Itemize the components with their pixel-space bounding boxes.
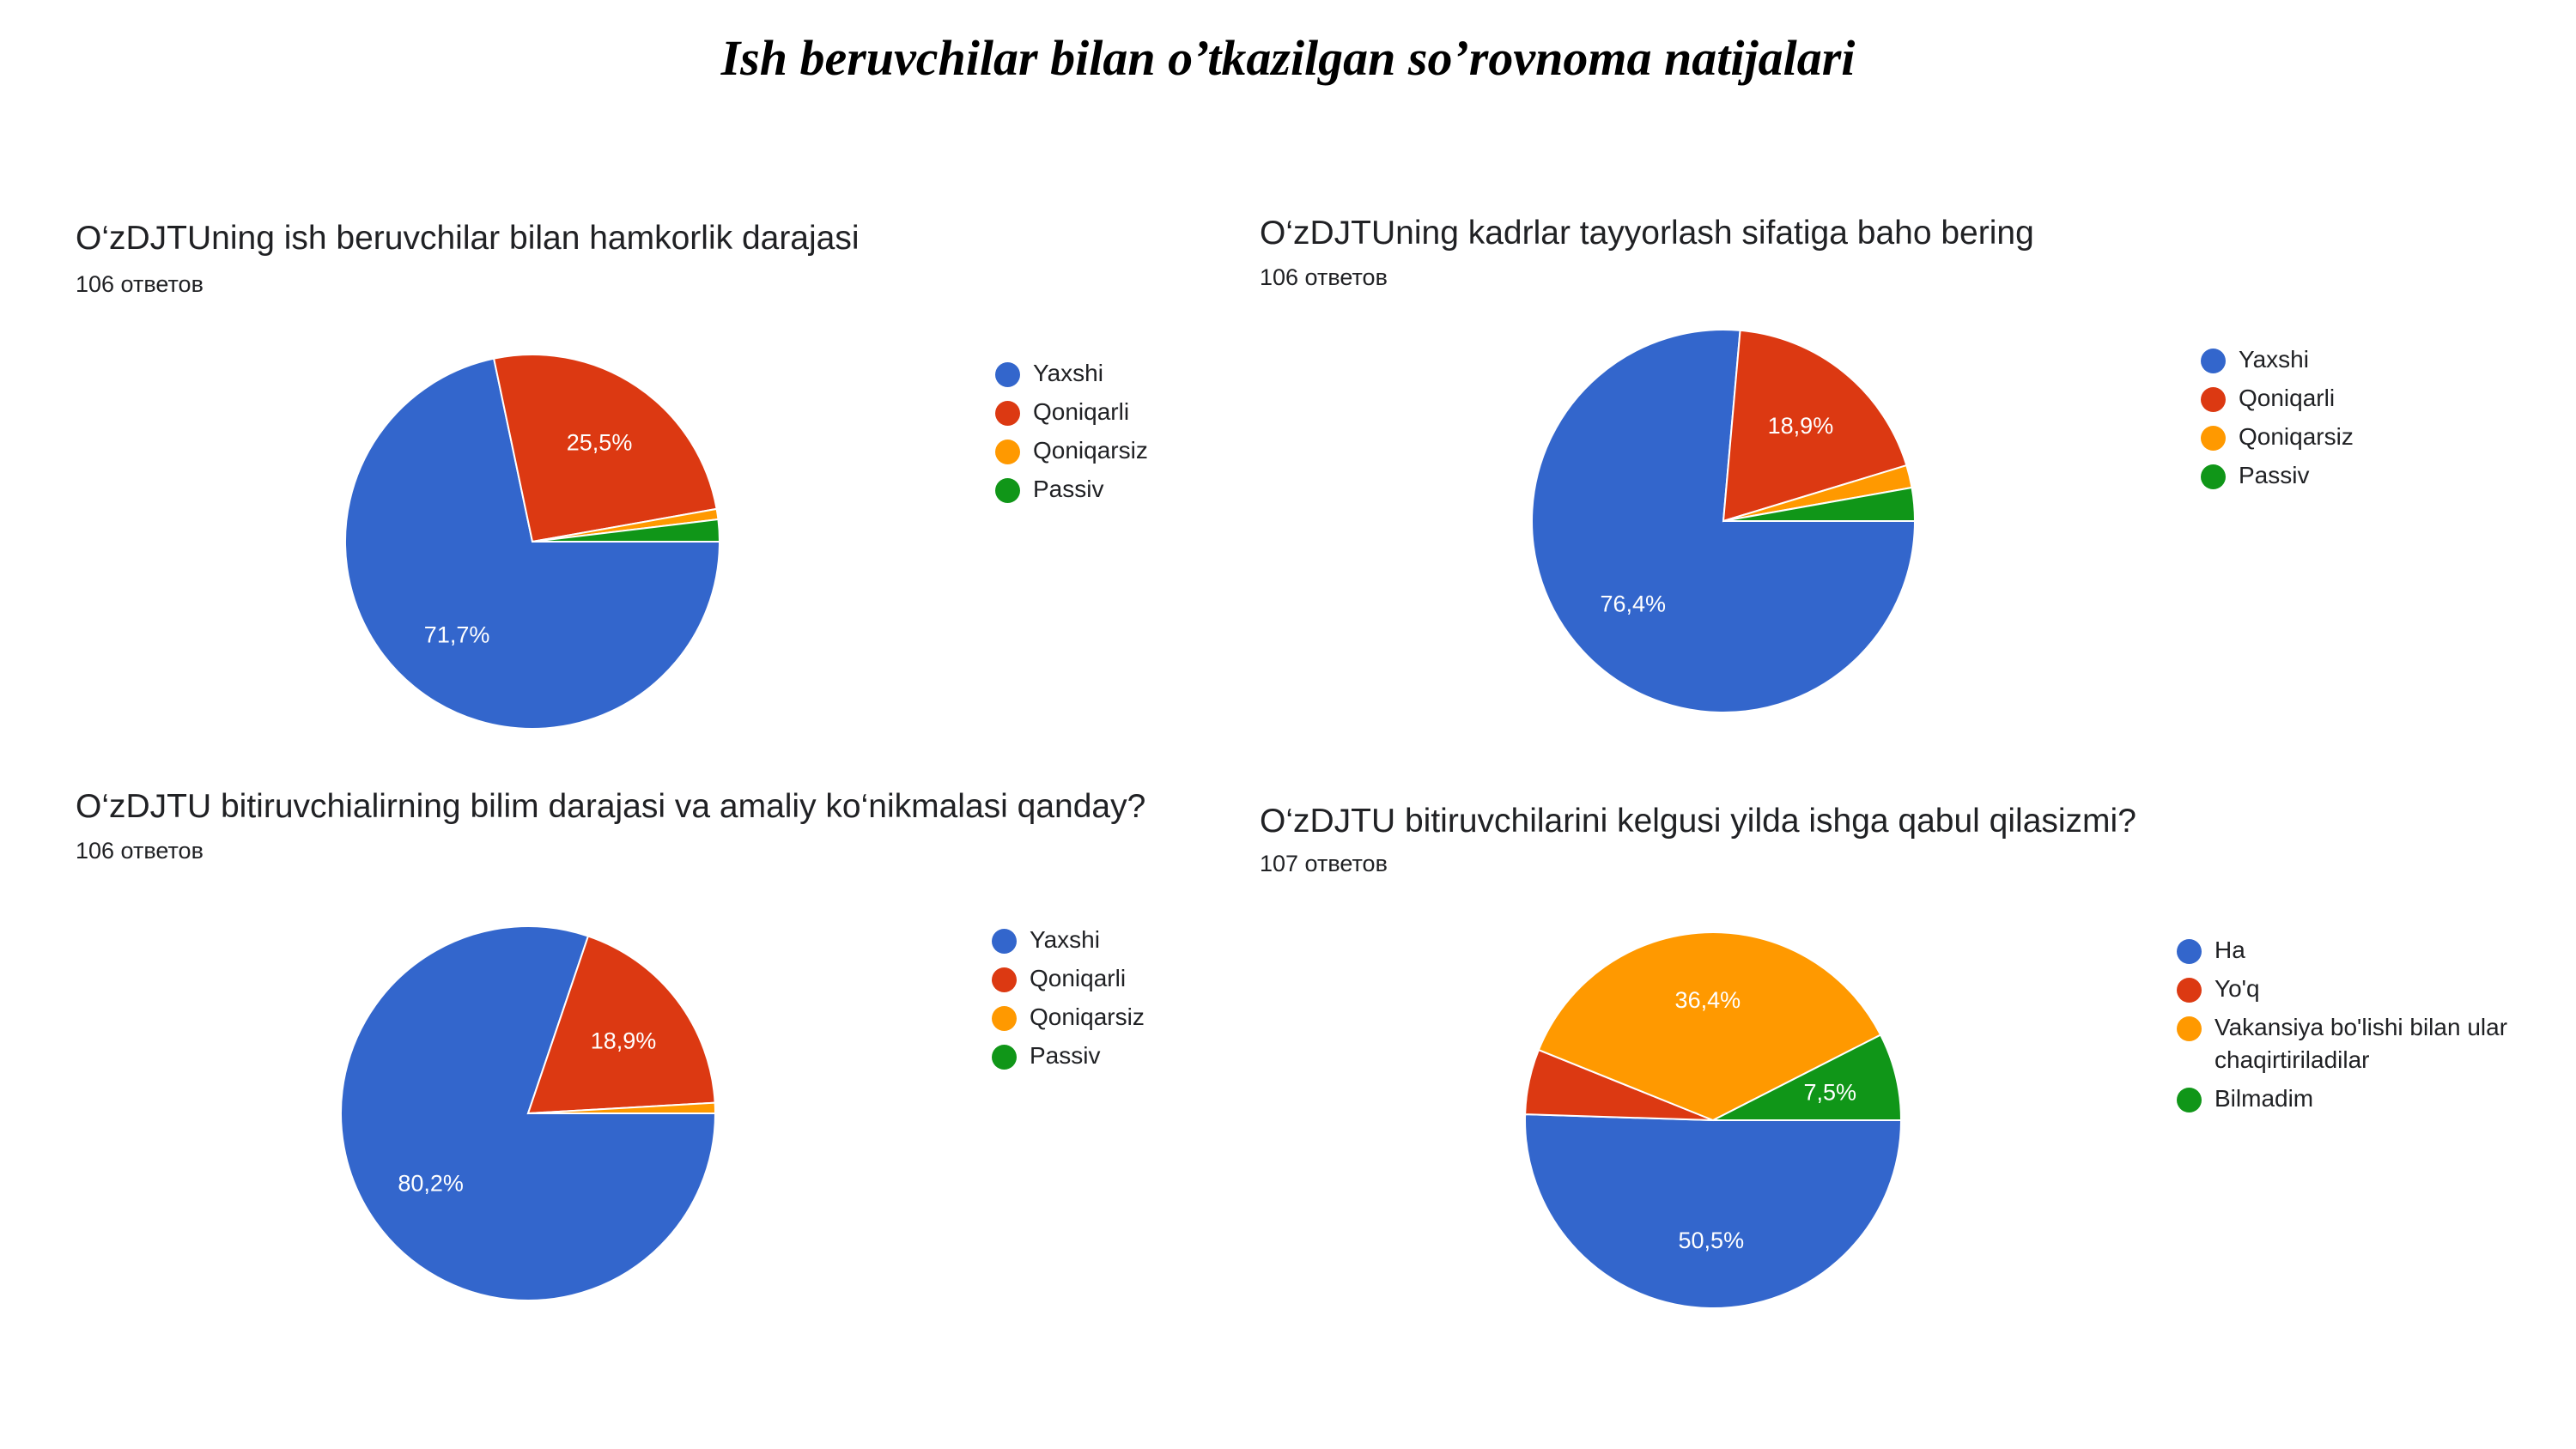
legend-swatch	[995, 401, 1020, 426]
legend-swatch	[2177, 1088, 2202, 1113]
legend-swatch	[2201, 387, 2226, 412]
pie-chart: 71,7% 25,5%	[344, 354, 721, 730]
legend-label: Yaxshi	[1030, 926, 1100, 953]
pie-slice-qoniqarsiz	[527, 1101, 717, 1114]
slice-data-label: 71,7%	[424, 621, 490, 647]
chart-panel-hiring-intent: O‘zDJTU bitiruvchilarini kelgusi yilda i…	[1260, 803, 2565, 1335]
chart-panel-cooperation: O‘zDJTUning ish beruvchilar bilan hamkor…	[76, 220, 1192, 752]
legend-label: Ha	[2215, 937, 2245, 963]
legend-swatch	[2201, 426, 2226, 451]
slice-data-label: 18,9%	[591, 1028, 657, 1054]
legend-swatch	[2177, 1016, 2202, 1041]
pie-slice-bilmadim	[1712, 1034, 1903, 1121]
pie-slice-qoniqarli	[526, 935, 716, 1115]
legend-label: Passiv	[1033, 476, 1104, 502]
legend-label: Passiv	[2239, 462, 2310, 488]
main-title: Ish beruvchilar bilan o’tkazilgan so’rov…	[720, 30, 1856, 86]
chart-title: O‘zDJTU bitiruvchialirning bilim darajas…	[76, 788, 1146, 825]
pie-chart: 80,2% 18,9%	[340, 925, 717, 1301]
legend-swatch	[992, 967, 1017, 992]
response-count: 106 ответов	[76, 838, 204, 864]
legend-swatch	[995, 478, 1020, 503]
legend-swatch	[2201, 349, 2226, 373]
legend-label: Qoniqarsiz	[1030, 1003, 1145, 1030]
pie-slice-passiv	[1722, 486, 1917, 522]
slice-data-label: 25,5%	[567, 429, 633, 455]
pie-slice-vakansiya-bo-lishi-bilan-ular-chaqirtiriladilar	[1537, 931, 1882, 1122]
legend-label: Qoniqarsiz	[2239, 423, 2354, 450]
legend-label: Qoniqarli	[1033, 398, 1130, 425]
response-count: 106 ответов	[76, 271, 204, 297]
pie-slice-passiv	[532, 518, 721, 543]
pie-chart: 76,4% 18,9%	[1531, 329, 1917, 713]
legend-swatch	[2177, 978, 2202, 1003]
chart-title: O‘zDJTU bitiruvchilarini kelgusi yilda i…	[1260, 803, 2136, 840]
legend-swatch	[992, 1045, 1017, 1070]
chart-panel-graduate-skills: O‘zDJTU bitiruvchialirning bilim darajas…	[76, 788, 1278, 1320]
chart-title: O‘zDJTUning ish beruvchilar bilan hamkor…	[76, 220, 860, 257]
legend-swatch	[995, 440, 1020, 464]
legend-swatch	[992, 1006, 1017, 1031]
legend-label: Qoniqarli	[1030, 965, 1127, 991]
slice-data-label: 7,5%	[1804, 1079, 1857, 1105]
pie-slice-yaxshi	[344, 357, 721, 730]
legend-swatch	[995, 362, 1020, 387]
legend-swatch	[2177, 939, 2202, 964]
legend-swatch	[2201, 464, 2226, 489]
pie-slice-ha	[1524, 1113, 1903, 1309]
chart-panel-training-quality: O‘zDJTUning kadrlar tayyorlash sifatiga …	[1260, 215, 2548, 713]
pie-chart: 50,5% 36,4% 7,5%	[1524, 931, 1903, 1309]
legend-label: Vakansiya bo'lishi bilan ular chaqirtiril…	[2215, 1014, 2508, 1073]
slice-data-label: 18,9%	[1768, 413, 1834, 439]
legend-label: Yo'q	[2215, 975, 2260, 1002]
legend-label: Qoniqarsiz	[1033, 437, 1148, 464]
legend-label: Yaxshi	[1033, 360, 1103, 386]
response-count: 106 ответов	[1260, 264, 1388, 290]
pie-slice-qoniqarli	[492, 354, 718, 543]
slice-data-label: 76,4%	[1600, 591, 1666, 616]
slice-data-label: 36,4%	[1675, 987, 1741, 1013]
pie-slice-qoniqarli	[1722, 329, 1908, 523]
slice-data-label: 80,2%	[398, 1170, 464, 1196]
legend-label: Passiv	[1030, 1042, 1101, 1069]
chart-title: O‘zDJTUning kadrlar tayyorlash sifatiga …	[1260, 215, 2034, 252]
legend-label: Yaxshi	[2239, 346, 2309, 373]
legend-swatch	[992, 929, 1017, 954]
legend-label: Qoniqarli	[2239, 385, 2336, 411]
legend-label: Bilmadim	[2215, 1085, 2314, 1112]
slice-data-label: 50,5%	[1679, 1228, 1745, 1253]
response-count: 107 ответов	[1260, 851, 1388, 876]
